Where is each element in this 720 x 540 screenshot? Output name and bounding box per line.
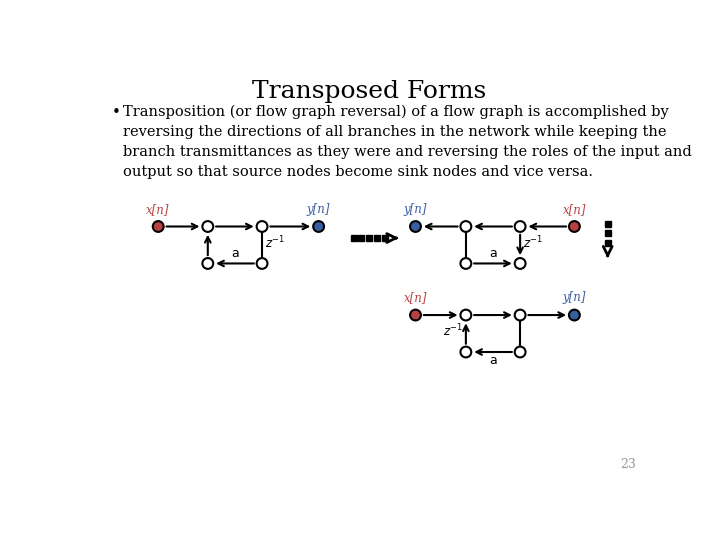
Circle shape: [569, 221, 580, 232]
Text: y[n]: y[n]: [307, 202, 330, 215]
Circle shape: [515, 221, 526, 232]
Text: 23: 23: [621, 458, 636, 471]
Circle shape: [313, 221, 324, 232]
Circle shape: [461, 221, 472, 232]
Text: $z^{-1}$: $z^{-1}$: [265, 234, 285, 251]
Circle shape: [410, 309, 421, 320]
Circle shape: [461, 258, 472, 269]
Circle shape: [515, 347, 526, 357]
Circle shape: [461, 347, 472, 357]
Text: x[n]: x[n]: [562, 202, 586, 215]
Circle shape: [153, 221, 163, 232]
Text: x[n]: x[n]: [404, 291, 427, 304]
Text: y[n]: y[n]: [404, 202, 427, 215]
Circle shape: [202, 258, 213, 269]
Circle shape: [515, 258, 526, 269]
Text: $z^{-1}$: $z^{-1}$: [523, 234, 544, 251]
Text: •: •: [112, 105, 120, 120]
Circle shape: [515, 309, 526, 320]
Text: Transposition (or flow graph reversal) of a flow graph is accomplished by
revers: Transposition (or flow graph reversal) o…: [122, 105, 691, 179]
Text: Transposed Forms: Transposed Forms: [252, 80, 486, 103]
Circle shape: [202, 221, 213, 232]
Circle shape: [410, 221, 421, 232]
Circle shape: [256, 258, 267, 269]
Circle shape: [461, 309, 472, 320]
Text: a: a: [489, 354, 497, 367]
Text: $z^{-1}$: $z^{-1}$: [443, 323, 463, 340]
Circle shape: [256, 221, 267, 232]
Circle shape: [569, 309, 580, 320]
Text: a: a: [231, 247, 239, 260]
Text: a: a: [489, 247, 497, 260]
Text: y[n]: y[n]: [562, 291, 586, 304]
Text: x[n]: x[n]: [146, 202, 170, 215]
